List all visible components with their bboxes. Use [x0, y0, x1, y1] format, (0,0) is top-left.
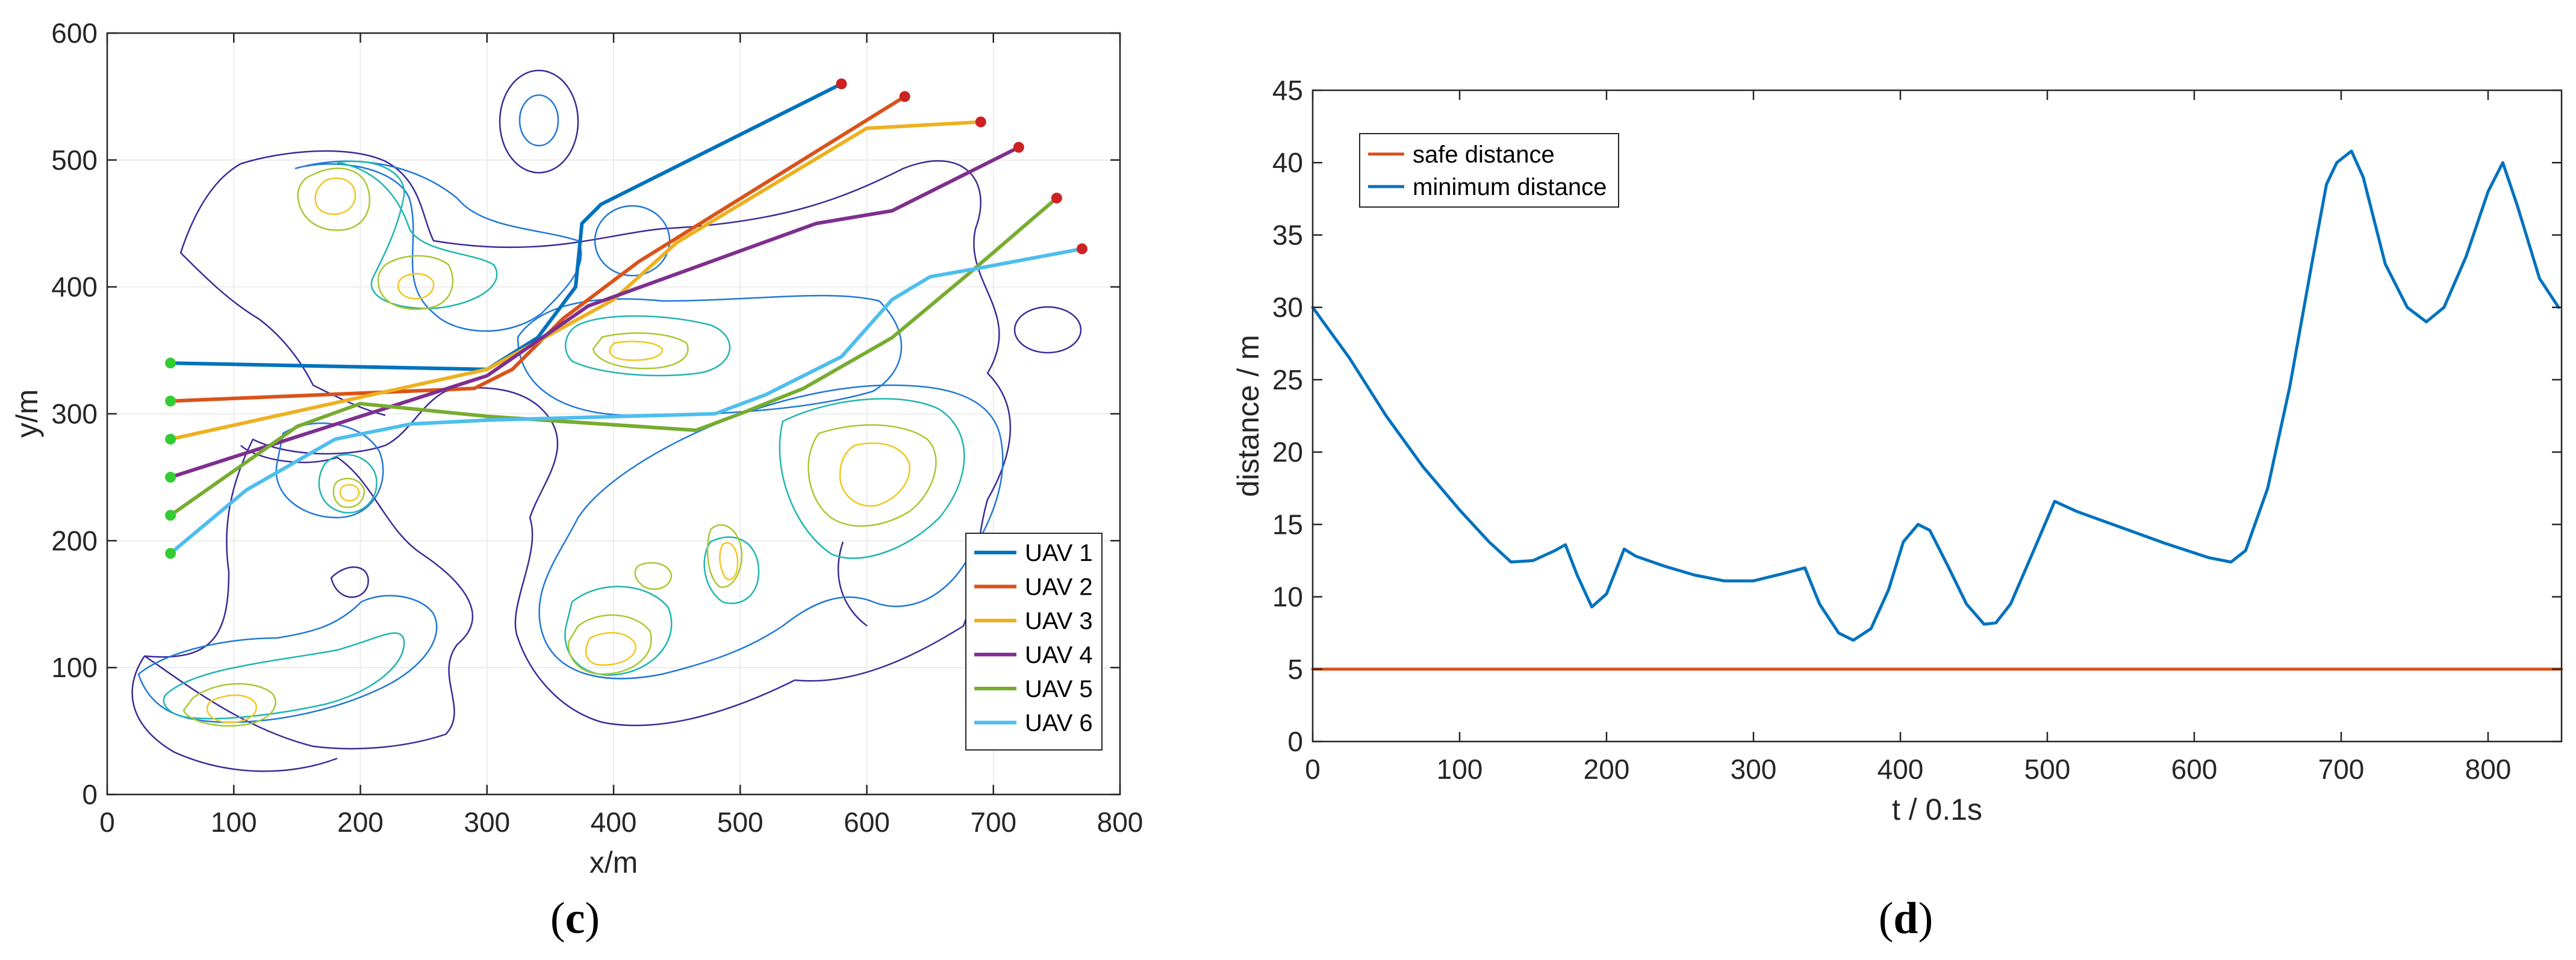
start-point-uav-2 [165, 395, 176, 407]
y-tick-label: 5 [1287, 654, 1303, 685]
distance-x-ticks: 0 100 200 300 400 500 600 700 800 [1305, 90, 2511, 785]
x-tick-label: 200 [337, 807, 384, 838]
legend-label-safe-distance: safe distance [1413, 141, 1555, 168]
series-line-uav-3 [169, 120, 983, 441]
legend-label-uav-3: UAV 3 [1025, 608, 1093, 634]
x-tick-label: 500 [2024, 754, 2071, 785]
x-tick-label: 0 [99, 807, 115, 838]
legend-label-uav-1: UAV 1 [1025, 540, 1093, 566]
panel-d-caption: (d) [1879, 894, 1933, 943]
trajectory-lines [169, 82, 1084, 556]
x-tick-label: 500 [717, 807, 764, 838]
x-tick-label: 400 [1878, 754, 1924, 785]
distance-legend: safe distance minimum distance [1359, 133, 1619, 208]
x-tick-label: 400 [591, 807, 637, 838]
end-point-uav-1 [836, 78, 847, 90]
series-line-minimum-distance [1311, 149, 2560, 642]
y-tick-label: 30 [1272, 292, 1303, 323]
end-point-uav-3 [975, 116, 986, 128]
series-line-uav-5 [169, 196, 1059, 518]
legend-label-uav-2: UAV 2 [1025, 574, 1093, 601]
x-tick-label: 300 [1731, 754, 1777, 785]
y-tick-label: 200 [51, 525, 98, 556]
start-point-uav-1 [165, 358, 176, 369]
terrain-contour-level-5 [206, 177, 910, 723]
x-tick-label: 200 [1584, 754, 1630, 785]
trajectory-legend: UAV 1 UAV 2 UAV 3 UAV 4 UAV 5 UAV 6 [965, 533, 1103, 751]
start-point-uav-5 [165, 510, 176, 521]
distance-x-axis-label: t / 0.1s [1892, 793, 1982, 826]
terrain-contour-level-4 [182, 167, 937, 727]
trajectory-y-ticks: 0 100 200 300 400 500 600 [51, 17, 1120, 810]
end-point-uav-2 [899, 91, 910, 102]
series-line-uav-2 [169, 94, 907, 403]
distance-lines [1311, 149, 2563, 671]
y-tick-label: 45 [1272, 75, 1303, 106]
y-tick-label: 40 [1272, 147, 1303, 178]
terrain-contours [131, 69, 1082, 772]
start-point-uav-4 [165, 471, 176, 483]
end-point-uav-4 [1013, 141, 1024, 153]
start-point-uav-3 [165, 433, 176, 445]
trajectory-chart: 0 100 200 300 400 500 600 700 800 0 100 200 300 400 5… [10, 17, 1143, 943]
series-line-uav-6 [169, 247, 1084, 556]
y-tick-label: 300 [51, 398, 98, 430]
y-tick-label: 400 [51, 271, 98, 303]
y-tick-label: 100 [51, 652, 98, 683]
distance-y-ticks: 0 5 10 15 20 25 30 35 40 45 [1272, 75, 2562, 757]
x-tick-label: 600 [844, 807, 890, 838]
x-tick-label: 100 [211, 807, 257, 838]
distance-y-axis-label: distance / m [1231, 335, 1265, 497]
start-point-uav-6 [165, 548, 176, 559]
trajectory-x-ticks: 0 100 200 300 400 500 600 700 800 [99, 33, 1143, 838]
x-tick-label: 700 [2318, 754, 2365, 785]
legend-label-uav-6: UAV 6 [1025, 710, 1093, 737]
y-tick-label: 20 [1272, 436, 1303, 468]
x-tick-label: 0 [1305, 754, 1321, 785]
legend-label-uav-4: UAV 4 [1025, 642, 1093, 669]
trajectory-y-axis-label: y/m [10, 389, 44, 438]
terrain-contour-level-3 [163, 160, 965, 720]
trajectory-x-axis-label: x/m [590, 846, 638, 879]
y-tick-label: 600 [51, 17, 98, 49]
y-tick-label: 0 [82, 779, 98, 810]
end-point-uav-6 [1076, 243, 1087, 255]
y-tick-label: 15 [1272, 509, 1303, 540]
y-tick-label: 10 [1272, 581, 1303, 613]
x-tick-label: 800 [1097, 807, 1143, 838]
y-tick-label: 0 [1287, 726, 1303, 757]
end-point-uav-5 [1051, 193, 1062, 204]
legend-label-uav-5: UAV 5 [1025, 676, 1093, 702]
x-tick-label: 600 [2171, 754, 2218, 785]
distance-axes-frame [1311, 89, 2563, 743]
y-tick-label: 35 [1272, 219, 1303, 250]
x-tick-label: 700 [970, 807, 1016, 838]
x-tick-label: 800 [2465, 754, 2512, 785]
x-tick-label: 300 [464, 807, 510, 838]
x-tick-label: 100 [1437, 754, 1483, 785]
trajectory-markers [165, 78, 1087, 559]
panel-c-caption: (c) [550, 894, 600, 943]
series-line-uav-4 [169, 145, 1021, 479]
distance-chart: 0 100 200 300 400 500 600 700 800 0 5 10 15 20 25 30 35… [1231, 75, 2563, 943]
y-tick-label: 500 [51, 144, 98, 176]
legend-label-minimum-distance: minimum distance [1413, 174, 1607, 200]
y-tick-label: 25 [1272, 364, 1303, 395]
